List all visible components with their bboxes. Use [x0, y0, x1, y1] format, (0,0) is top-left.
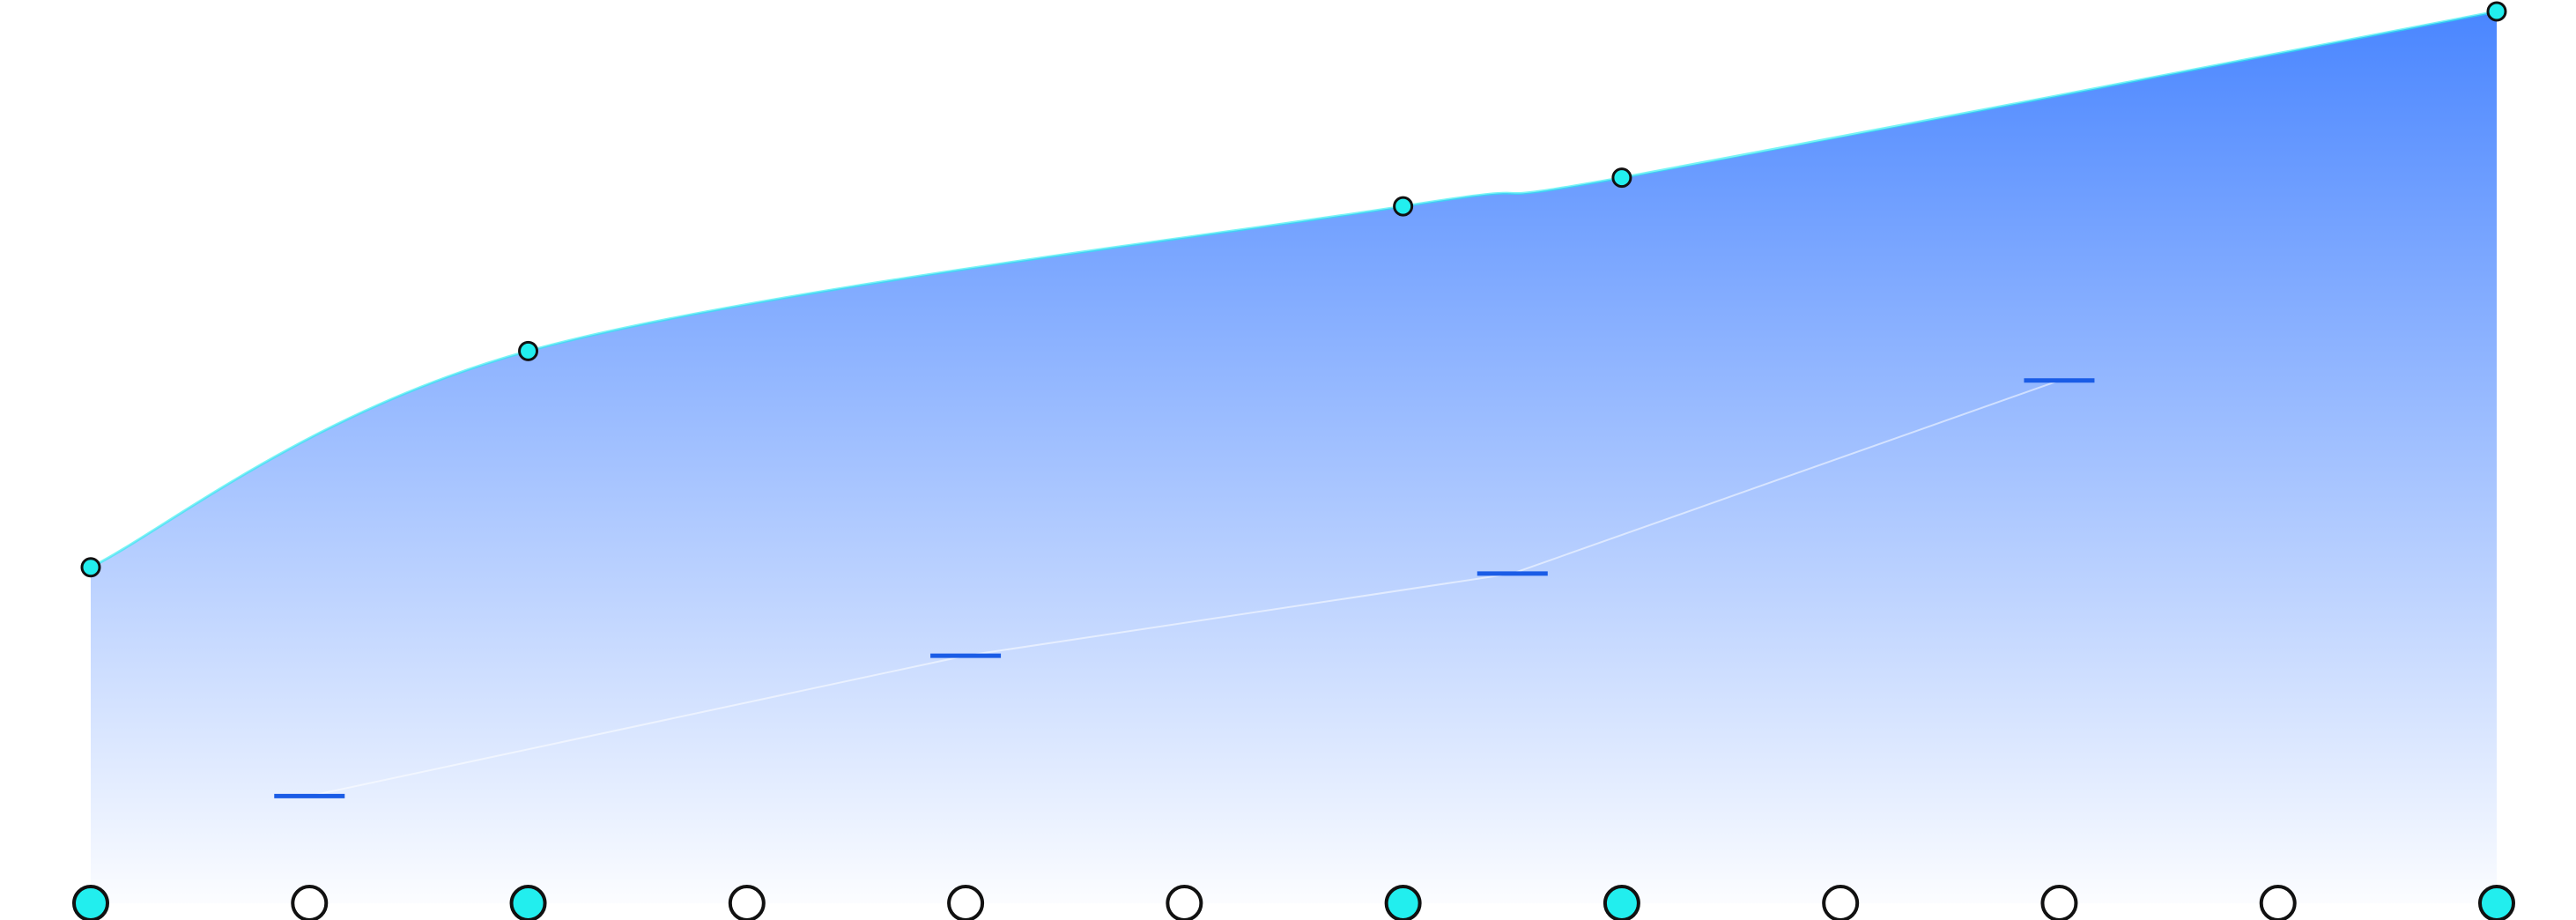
- area-point: [1611, 167, 1632, 189]
- area-point: [518, 340, 539, 361]
- area-point: [80, 557, 101, 578]
- x-tick-marker: [2478, 885, 2515, 920]
- x-tick-marker: [1603, 885, 1640, 920]
- x-tick-marker: [2259, 885, 2297, 920]
- area-point: [2486, 1, 2507, 22]
- x-tick-marker: [728, 885, 766, 920]
- x-tick-marker: [1384, 885, 1422, 920]
- x-tick-marker: [291, 885, 329, 920]
- x-tick-marker: [947, 885, 985, 920]
- x-tick-marker: [72, 885, 109, 920]
- area-point: [1393, 196, 1414, 217]
- x-tick-marker: [1822, 885, 1860, 920]
- line-path: [309, 379, 2060, 798]
- area-fill: [91, 11, 2497, 903]
- x-tick-marker: [1166, 885, 1203, 920]
- x-tick-marker: [509, 885, 547, 920]
- x-tick-marker: [2040, 885, 2078, 920]
